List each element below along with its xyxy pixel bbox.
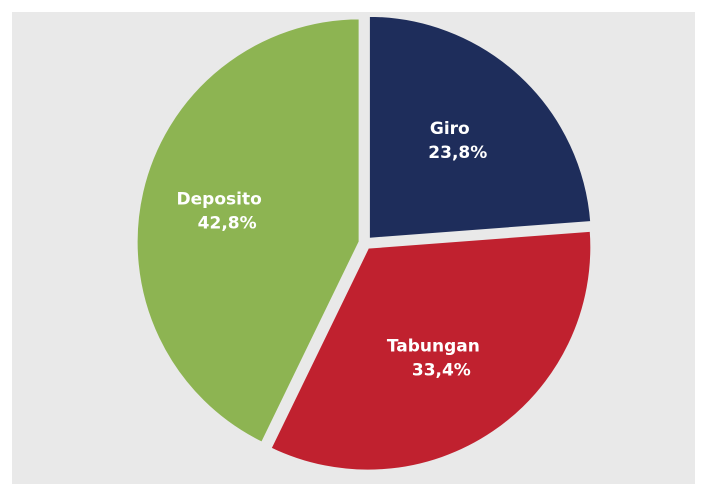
pie-slice bbox=[134, 16, 362, 446]
slice-label: Tabungan bbox=[387, 336, 480, 356]
slice-label: Deposito bbox=[177, 190, 262, 210]
slice-value-label: 23,8% bbox=[428, 143, 487, 163]
slice-value-label: 42,8% bbox=[198, 214, 257, 234]
slice-value-label: 33,4% bbox=[412, 360, 471, 380]
pie-slice bbox=[366, 13, 594, 241]
slice-label: Giro bbox=[430, 119, 470, 139]
pie-slice bbox=[267, 228, 594, 473]
